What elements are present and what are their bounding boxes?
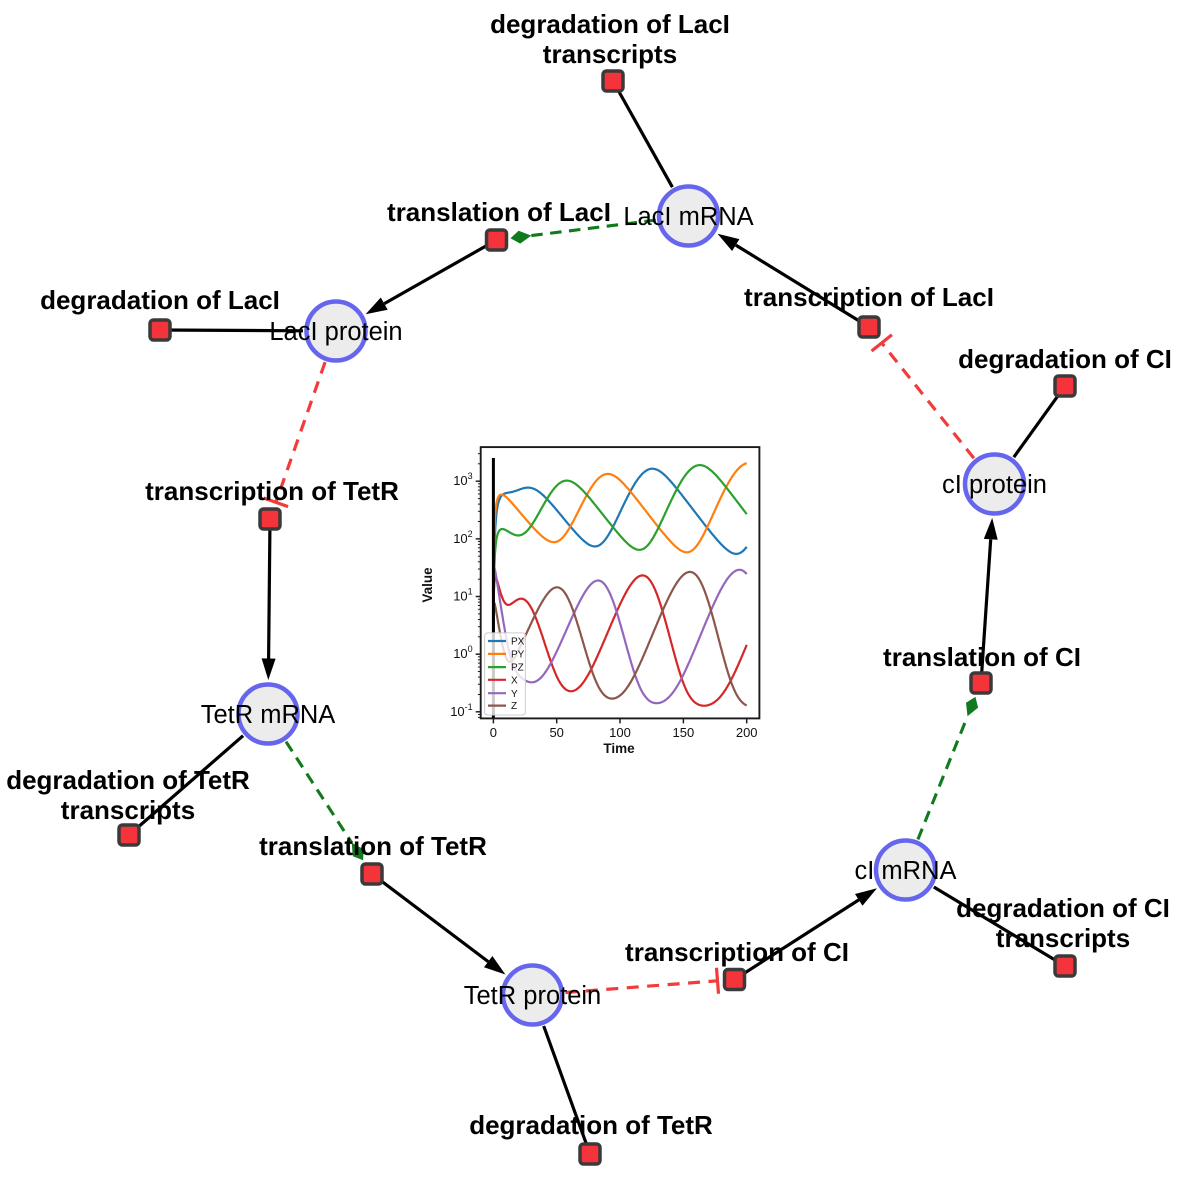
svg-text:transcripts: transcripts xyxy=(543,39,677,69)
svg-text:transcription of TetR: transcription of TetR xyxy=(145,476,399,506)
svg-text:TetR mRNA: TetR mRNA xyxy=(201,701,336,729)
svg-text:TetR protein: TetR protein xyxy=(464,982,602,1010)
svg-text:degradation of TetR: degradation of TetR xyxy=(6,765,250,795)
svg-text:PX: PX xyxy=(511,637,525,648)
svg-text:degradation of LacI: degradation of LacI xyxy=(40,285,280,315)
svg-text:transcription of LacI: transcription of LacI xyxy=(744,282,994,312)
svg-text:100: 100 xyxy=(609,725,631,740)
svg-text:Z: Z xyxy=(511,701,517,712)
svg-text:PZ: PZ xyxy=(511,663,524,674)
svg-text:50: 50 xyxy=(549,725,563,740)
svg-text:translation of LacI: translation of LacI xyxy=(387,197,611,227)
svg-text:LacI mRNA: LacI mRNA xyxy=(623,203,753,231)
svg-text:Y: Y xyxy=(511,689,518,700)
svg-text:X: X xyxy=(511,675,518,686)
svg-text:PY: PY xyxy=(511,650,525,661)
svg-text:cI mRNA: cI mRNA xyxy=(855,857,957,885)
svg-text:transcripts: transcripts xyxy=(996,923,1130,953)
svg-text:Value: Value xyxy=(420,567,435,603)
svg-text:LacI protein: LacI protein xyxy=(269,318,402,346)
svg-text:Time: Time xyxy=(603,741,635,756)
svg-text:cI protein: cI protein xyxy=(942,471,1047,499)
svg-text:transcripts: transcripts xyxy=(61,795,195,825)
svg-text:degradation of CI: degradation of CI xyxy=(958,344,1172,374)
svg-text:translation of TetR: translation of TetR xyxy=(259,831,487,861)
svg-text:150: 150 xyxy=(673,725,695,740)
svg-text:0: 0 xyxy=(490,725,497,740)
svg-text:translation of CI: translation of CI xyxy=(883,642,1081,672)
svg-text:degradation of CI: degradation of CI xyxy=(956,893,1170,923)
svg-text:degradation of LacI: degradation of LacI xyxy=(490,9,730,39)
svg-text:200: 200 xyxy=(736,725,758,740)
svg-text:degradation of TetR: degradation of TetR xyxy=(469,1110,713,1140)
svg-text:transcription of CI: transcription of CI xyxy=(625,937,849,967)
